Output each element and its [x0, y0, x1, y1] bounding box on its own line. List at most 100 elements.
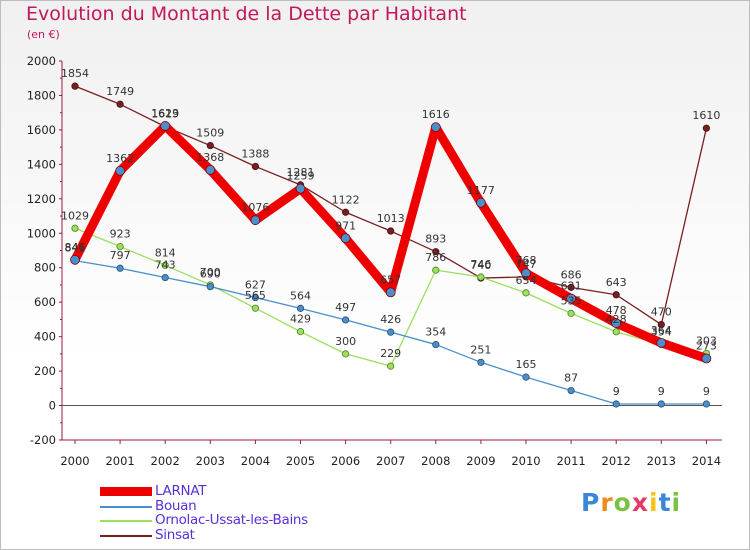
data-label-sinsat: 470 — [651, 306, 672, 319]
data-point-sinsat — [612, 291, 620, 299]
x-tick-label: 2013 — [647, 454, 676, 468]
legend-swatch — [100, 520, 152, 522]
data-label-larnat: 1362 — [106, 152, 134, 165]
logo-letter: o — [613, 488, 632, 517]
data-point-sinsat — [432, 248, 440, 256]
logo-letter: x — [631, 488, 649, 517]
data-point-bouan — [657, 400, 665, 408]
y-tick-label: 200 — [34, 364, 56, 378]
data-label-bouan: 426 — [380, 313, 401, 326]
data-label-larnat: 657 — [380, 273, 401, 286]
data-point-bouan — [296, 304, 305, 312]
data-label-ornolac-ussat-les-bains: 229 — [380, 347, 401, 360]
data-label-ornolac-ussat-les-bains: 814 — [155, 246, 176, 259]
data-label-bouan: 9 — [613, 385, 620, 398]
data-label-sinsat: 740 — [470, 259, 491, 272]
data-label-ornolac-ussat-les-bains: 565 — [245, 289, 266, 302]
data-label-bouan: 9 — [658, 385, 665, 398]
data-point-sinsat — [206, 141, 214, 150]
legend-label: LARNAT — [155, 483, 207, 499]
data-label-sinsat: 1281 — [287, 166, 315, 179]
y-tick-label: 1400 — [27, 157, 56, 171]
data-label-bouan: 354 — [425, 326, 446, 339]
logo-letter: r — [600, 488, 614, 517]
data-point-bouan — [251, 293, 259, 302]
y-tick-label: 1600 — [27, 123, 56, 137]
x-tick-label: 2010 — [511, 454, 540, 468]
data-label-larnat: 1177 — [467, 184, 495, 197]
x-tick-label: 2003 — [196, 454, 225, 468]
data-label-ornolac-ussat-les-bains: 303 — [696, 334, 717, 347]
data-label-bouan: 251 — [470, 343, 491, 356]
logo-letter: i — [649, 488, 659, 517]
data-label-sinsat: 1013 — [377, 212, 405, 225]
data-label-bouan: 497 — [335, 301, 356, 314]
data-point-bouan — [116, 264, 124, 272]
data-label-ornolac-ussat-les-bains: 354 — [651, 326, 672, 339]
data-label-sinsat: 643 — [606, 276, 627, 289]
logo-letter: P — [581, 488, 601, 517]
data-point-bouan — [612, 400, 620, 408]
data-point-ornolac-ussat-les-bains — [522, 289, 530, 297]
data-label-bouan: 87 — [564, 372, 578, 385]
data-point-ornolac-ussat-les-bains — [341, 350, 350, 358]
data-point-larnat — [430, 122, 441, 133]
data-point-sinsat — [116, 100, 124, 108]
x-tick-label: 2007 — [376, 454, 405, 468]
x-tick-label: 2014 — [692, 454, 721, 468]
data-point-bouan — [567, 386, 575, 395]
data-label-larnat: 1076 — [241, 201, 269, 214]
data-label-larnat: 364 — [651, 324, 672, 337]
legend-label: Sinsat — [155, 526, 195, 543]
data-point-larnat — [250, 215, 261, 226]
data-point-sinsat — [71, 82, 79, 90]
data-point-larnat — [385, 287, 396, 298]
data-label-ornolac-ussat-les-bains: 786 — [425, 251, 446, 264]
y-tick-label: 1000 — [27, 226, 56, 240]
data-point-larnat — [70, 254, 80, 265]
y-tick-label: -200 — [30, 433, 56, 447]
data-point-sinsat — [657, 320, 665, 329]
y-tick-label: 600 — [34, 295, 56, 309]
legend-swatch — [100, 487, 152, 496]
data-label-bouan: 165 — [516, 358, 537, 371]
data-label-ornolac-ussat-les-bains: 700 — [200, 266, 221, 279]
data-point-ornolac-ussat-les-bains — [296, 328, 305, 336]
chart-subtitle: (en €) — [27, 28, 60, 41]
data-point-ornolac-ussat-les-bains — [477, 273, 485, 281]
data-point-larnat — [701, 353, 712, 364]
data-point-ornolac-ussat-les-bains — [71, 224, 79, 232]
data-label-sinsat: 686 — [561, 268, 582, 281]
data-label-sinsat: 1388 — [241, 147, 269, 160]
data-point-larnat — [340, 233, 351, 244]
data-label-sinsat: 1619 — [151, 108, 179, 121]
y-tick-label: 800 — [34, 261, 56, 275]
x-tick-label: 2009 — [466, 454, 495, 468]
data-point-ornolac-ussat-les-bains — [116, 242, 124, 251]
data-point-ornolac-ussat-les-bains — [251, 304, 259, 312]
data-point-bouan — [702, 400, 711, 408]
data-label-sinsat: 893 — [425, 233, 446, 246]
data-label-ornolac-ussat-les-bains: 300 — [335, 335, 356, 348]
data-label-bouan: 797 — [110, 249, 131, 262]
data-point-bouan — [432, 340, 440, 349]
data-point-bouan — [477, 358, 485, 366]
data-label-larnat: 273 — [696, 340, 717, 353]
data-point-sinsat — [567, 283, 575, 291]
data-point-bouan — [161, 273, 169, 282]
data-label-bouan: 841 — [65, 242, 86, 255]
x-tick-label: 2002 — [151, 454, 180, 468]
x-tick-label: 2006 — [331, 454, 360, 468]
data-point-ornolac-ussat-les-bains — [612, 328, 620, 336]
x-tick-label: 2012 — [602, 454, 631, 468]
y-tick-label: 1800 — [27, 88, 56, 102]
data-point-larnat — [475, 197, 486, 208]
data-point-bouan — [341, 316, 350, 324]
data-point-sinsat — [341, 208, 350, 216]
x-tick-label: 2000 — [60, 454, 89, 468]
data-point-ornolac-ussat-les-bains — [567, 309, 575, 317]
x-tick-label: 2005 — [286, 454, 315, 468]
x-tick-label: 2008 — [421, 454, 450, 468]
legend-swatch — [100, 534, 152, 537]
data-label-larnat: 1623 — [151, 107, 179, 120]
